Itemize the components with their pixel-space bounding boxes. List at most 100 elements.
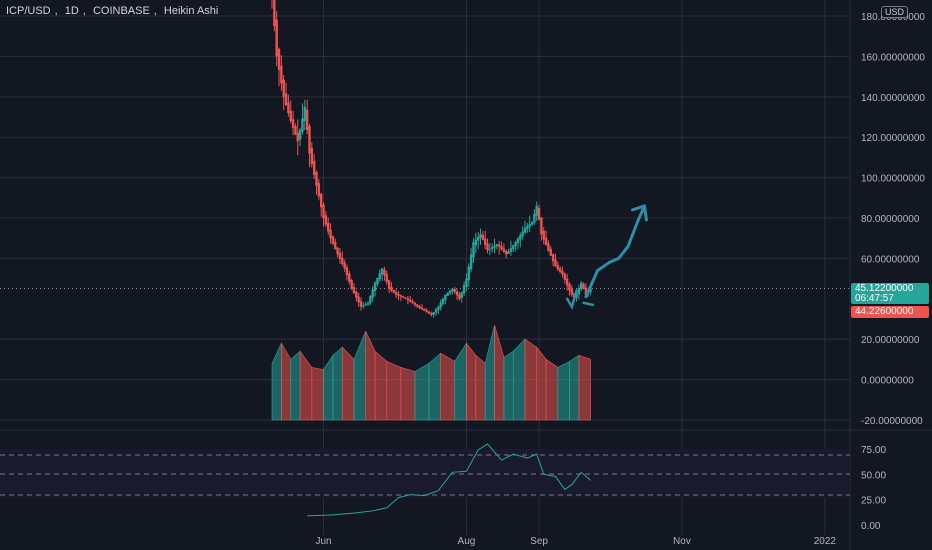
low-price-tag: 44.22600000: [851, 306, 929, 318]
candle-body: [301, 118, 304, 132]
candle-body: [362, 305, 365, 307]
candle-body: [441, 298, 445, 304]
candle-body: [404, 297, 407, 299]
momentum-segment: [557, 360, 570, 421]
momentum-segment: [341, 346, 355, 421]
candle-body: [476, 236, 480, 241]
current-price-value: 45.12200000: [855, 283, 914, 294]
candle-body: [294, 126, 297, 135]
candle-body: [406, 298, 410, 301]
bar-countdown: 06:47:57: [855, 293, 894, 304]
momentum-segment: [569, 354, 580, 421]
candle-body: [273, 0, 276, 27]
momentum-segment: [386, 360, 402, 421]
y-tick-label: 100.00000000: [861, 174, 925, 185]
momentum-segment: [323, 354, 334, 421]
momentum-segment: [428, 352, 441, 421]
rsi-tick-label: 25.00: [861, 496, 886, 507]
y-tick-label: 0.00000000: [861, 376, 914, 387]
candle-body: [444, 294, 447, 300]
candle-body: [544, 237, 548, 245]
candle-body: [577, 288, 581, 295]
y-tick-label: 20.00000000: [861, 335, 920, 346]
symbol-label[interactable]: ICP/USD: [6, 5, 51, 17]
x-tick-label: 2022: [814, 536, 837, 547]
exchange-label: COINBASE: [92, 5, 150, 17]
candle-body: [319, 193, 323, 208]
candle-body: [305, 109, 309, 131]
y-tick-label: 120.00000000: [861, 133, 925, 144]
candle-body: [416, 304, 419, 307]
candle-body: [535, 205, 538, 216]
candle-body: [394, 292, 398, 295]
interval-label[interactable]: 1D: [64, 5, 79, 17]
candle-body: [432, 312, 435, 315]
candle-body: [528, 224, 531, 227]
rsi-band: [0, 449, 850, 498]
candle-body: [589, 288, 592, 293]
chart-style-label[interactable]: Heikin Ashi: [163, 5, 219, 17]
candle-body: [385, 274, 388, 282]
momentum-segment: [281, 342, 292, 421]
currency-badge[interactable]: USD: [881, 6, 909, 18]
momentum-segment: [414, 362, 430, 421]
candle-body: [355, 291, 358, 298]
candle-body: [322, 204, 325, 218]
candle-body: [469, 254, 473, 270]
rsi-path: [307, 443, 591, 517]
annotation-arrow: [565, 204, 648, 311]
rsi-tick-label: 0.00: [861, 521, 881, 532]
candle-body: [549, 248, 552, 256]
candle-body: [537, 207, 541, 221]
y-tick-label: -20.00000000: [861, 416, 923, 427]
candle-body: [483, 238, 487, 245]
candle-body: [317, 182, 321, 197]
candle-body: [399, 295, 403, 297]
candle-body: [530, 222, 534, 225]
candle-body: [378, 273, 381, 280]
momentum-segment: [503, 350, 514, 421]
candle-body: [493, 245, 496, 248]
candle-body: [500, 246, 503, 250]
candle-body: [289, 110, 292, 122]
candle-body: [387, 280, 391, 289]
momentum-segment: [332, 346, 343, 421]
candle-body: [298, 129, 302, 140]
candle-body: [343, 262, 346, 269]
candle-body: [558, 268, 562, 272]
arrow-shaft: [584, 204, 646, 299]
candle-body: [390, 287, 393, 291]
candle-body: [561, 271, 564, 275]
candle-body: [516, 238, 520, 243]
candle-body: [282, 79, 285, 97]
candle-body: [474, 239, 478, 246]
candle-body: [380, 268, 384, 275]
candle-body: [460, 292, 463, 298]
candle-body: [514, 242, 517, 247]
candle-body: [275, 19, 278, 57]
y-tick-label: 140.00000000: [861, 93, 925, 104]
candle-body: [448, 290, 452, 294]
candle-body: [542, 230, 545, 240]
momentum-segment: [536, 346, 547, 421]
momentum-segment: [454, 342, 467, 421]
candle-body: [334, 242, 337, 249]
candle-body: [310, 147, 314, 165]
candle-body: [409, 299, 412, 302]
candle-body: [505, 251, 508, 255]
candle-body: [315, 172, 318, 186]
candle-body: [584, 287, 588, 295]
y-tick-label: 80.00000000: [861, 214, 920, 225]
candle-body: [291, 119, 295, 128]
candle-body: [523, 228, 527, 233]
candle-body: [509, 248, 513, 252]
candle-body: [345, 267, 349, 276]
candle-body: [519, 235, 522, 240]
candle-body: [352, 287, 356, 294]
candle-body: [413, 302, 417, 305]
candle-body: [338, 253, 342, 260]
candle-body: [467, 266, 470, 281]
x-tick-label: Jun: [315, 536, 331, 547]
candle-body: [502, 248, 506, 252]
